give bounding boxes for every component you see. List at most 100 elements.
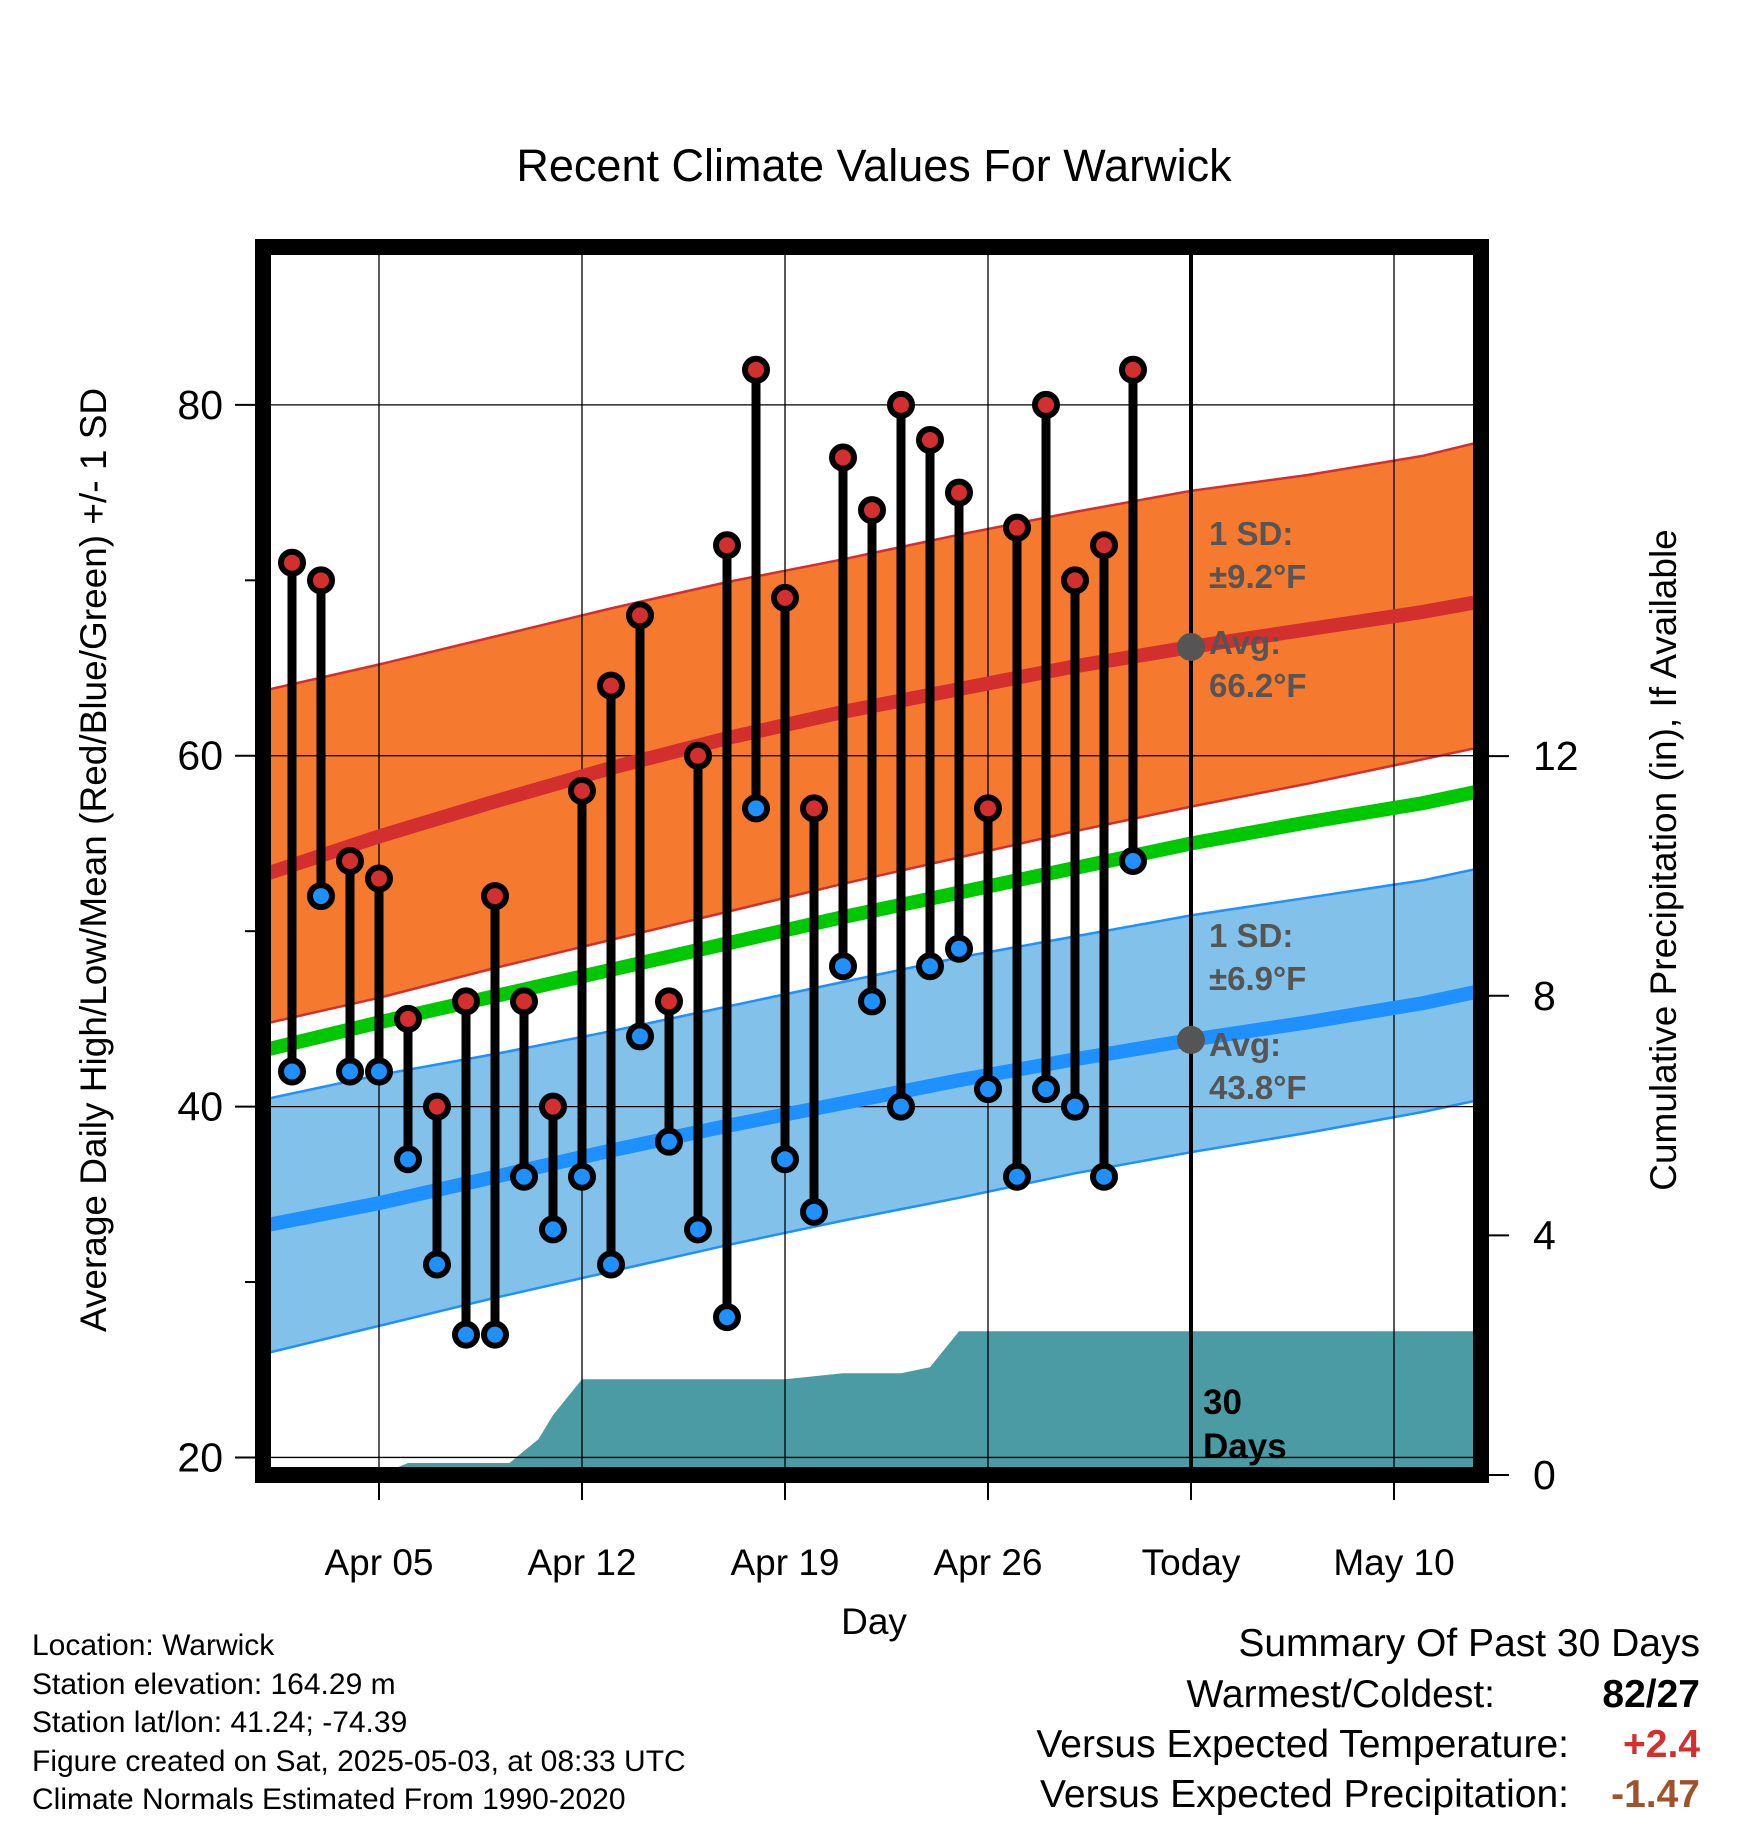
low-temp-point <box>1032 1075 1060 1104</box>
low-temp-point <box>1090 1162 1118 1191</box>
plot-frame <box>255 239 1489 1483</box>
x-axis-label: Day <box>841 1601 907 1642</box>
latlon-text: Station lat/lon: 41.24; -74.39 <box>32 1706 408 1739</box>
high-temp-point <box>539 1092 567 1121</box>
low-temp-point <box>829 952 857 981</box>
high-temp-point <box>829 443 857 472</box>
high-temp-point <box>365 864 393 893</box>
low-temp-point <box>655 1127 683 1156</box>
high-temp-point <box>626 601 654 630</box>
low-temp-point <box>423 1250 451 1279</box>
low-temp-point <box>278 1057 306 1086</box>
precip-label: Versus Expected Precipitation: <box>1040 1773 1569 1816</box>
low-temp-point <box>1003 1162 1031 1191</box>
warmest-value: 82/27 <box>1602 1673 1700 1716</box>
warmest-label: Warmest/Coldest: <box>1186 1673 1495 1716</box>
temp-anomaly-value: +2.4 <box>1623 1723 1700 1766</box>
high-temp-point <box>974 794 1002 823</box>
high-sd-value: ±9.2°F <box>1209 558 1306 595</box>
low-sd-value: ±6.9°F <box>1209 960 1306 997</box>
x-tick-label: Apr 12 <box>527 1542 636 1583</box>
low-band-lower-edge <box>263 1098 1481 1356</box>
precipitation-area <box>263 1331 1481 1475</box>
low-temp-point <box>684 1215 712 1244</box>
x-tick-label: Apr 26 <box>933 1542 1042 1583</box>
low-temp-point <box>771 1145 799 1174</box>
low-temp-point <box>945 934 973 963</box>
high-temp-point <box>1061 566 1089 595</box>
plot-area <box>263 247 1481 1475</box>
location-text: Location: Warwick <box>32 1629 275 1662</box>
high-temp-point <box>510 987 538 1016</box>
precip-anomaly-value: -1.47 <box>1611 1773 1700 1816</box>
low-temp-point <box>742 794 770 823</box>
high-temp-point <box>452 987 480 1016</box>
chart-title: Recent Climate Values For Warwick <box>516 140 1232 191</box>
low-temp-point <box>307 882 335 911</box>
low-temp-point <box>626 1022 654 1051</box>
high-temp-point <box>1090 531 1118 560</box>
low-temp-point <box>1061 1092 1089 1121</box>
low-temp-point <box>1119 847 1147 875</box>
high-avg-title: Avg: <box>1209 624 1281 661</box>
precip-days-label: Days <box>1203 1427 1287 1466</box>
elevation-text: Station elevation: 164.29 m <box>32 1667 396 1701</box>
high-temp-point <box>800 794 828 823</box>
normals-text: Climate Normals Estimated From 1990-2020 <box>32 1783 626 1816</box>
high-temp-point <box>742 355 770 384</box>
low-temp-point <box>800 1197 828 1226</box>
high-sd-title: 1 SD: <box>1209 515 1293 552</box>
low-avg-marker <box>1177 1025 1205 1054</box>
high-temp-point <box>713 531 741 560</box>
high-temp-point <box>684 741 712 770</box>
temp-label: Versus Expected Temperature: <box>1036 1723 1569 1766</box>
y2-tick-label: 12 <box>1533 733 1579 779</box>
y2-tick-label: 4 <box>1533 1212 1556 1258</box>
high-temp-point <box>597 671 625 700</box>
y-tick-label: 40 <box>177 1084 223 1130</box>
low-temp-point <box>365 1057 393 1086</box>
low-temp-point <box>394 1145 422 1174</box>
y-tick-label: 60 <box>177 733 223 779</box>
low-temp-point <box>510 1162 538 1191</box>
low-temp-point <box>974 1075 1002 1104</box>
y2-tick-label: 8 <box>1533 973 1556 1019</box>
low-temp-point <box>452 1320 480 1349</box>
high-temp-point <box>887 390 915 419</box>
low-temp-point <box>539 1215 567 1244</box>
high-temp-point <box>568 776 596 805</box>
x-tick-label: Apr 19 <box>730 1542 839 1583</box>
high-temp-point <box>1003 513 1031 542</box>
high-temp-point <box>1119 355 1147 384</box>
x-tick-label: Today <box>1142 1542 1241 1583</box>
low-temp-point <box>568 1162 596 1191</box>
low-temp-point <box>887 1092 915 1121</box>
low-temp-point <box>916 952 944 981</box>
low-temp-point <box>713 1303 741 1332</box>
low-avg-value: 43.8°F <box>1209 1069 1307 1106</box>
y-axis-label: Average Daily High/Low/Mean (Red/Blue/Gr… <box>73 388 114 1332</box>
low-sd-title: 1 SD: <box>1209 917 1293 954</box>
high-temp-point <box>394 1004 422 1033</box>
summary-title: Summary Of Past 30 Days <box>1238 1622 1700 1665</box>
y2-axis-label: Cumulative Precipitation (in), If Availa… <box>1643 529 1684 1191</box>
y-tick-label: 20 <box>177 1434 223 1480</box>
station-info: Location: Warwick Station elevation: 164… <box>32 1627 686 1820</box>
high-temp-point <box>423 1092 451 1121</box>
high-temp-point <box>336 847 364 875</box>
high-temp-point <box>278 548 306 577</box>
low-sd-band <box>263 868 1481 1354</box>
high-temp-point <box>916 425 944 454</box>
x-tick-label: May 10 <box>1333 1542 1454 1583</box>
y2-tick-label: 0 <box>1533 1452 1556 1498</box>
low-avg-title: Avg: <box>1209 1026 1281 1063</box>
high-avg-marker <box>1177 632 1205 661</box>
high-temp-point <box>771 583 799 612</box>
precip-days-label: 30 <box>1203 1383 1242 1422</box>
high-temp-point <box>481 882 509 911</box>
y-tick-label: 80 <box>177 382 223 428</box>
high-temp-point <box>858 496 886 525</box>
low-temp-point <box>481 1320 509 1349</box>
low-temp-point <box>858 987 886 1016</box>
